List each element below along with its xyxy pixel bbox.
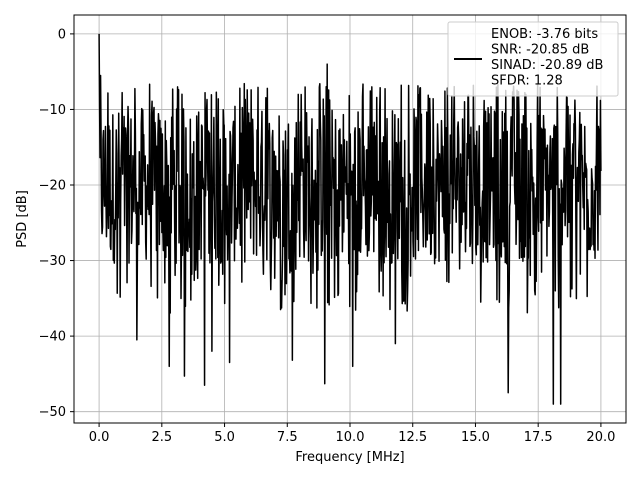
x-tick-label: 7.5 [277,430,298,445]
x-tick-label: 17.5 [524,430,553,445]
legend: ENOB: -3.76 bits SNR: -20.85 dB SINAD: -… [447,21,619,97]
x-tick-label: 12.5 [398,430,427,445]
y-tick-label: −20 [39,179,66,194]
legend-line-sinad: SINAD: -20.89 dB [491,58,603,73]
series-lines [98,33,602,405]
x-tick-label: 20.0 [586,430,615,445]
x-axis-label: Frequency [MHz] [295,450,404,465]
x-tick-label: 2.5 [151,430,172,445]
legend-line-sfdr: SFDR: 1.28 [491,74,563,89]
y-tick-label: −40 [39,330,66,345]
y-tick-label: 0 [58,27,66,42]
y-tick-label: −30 [39,254,66,269]
legend-line-snr: SNR: -20.85 dB [491,43,589,58]
legend-box [447,21,619,97]
psd-series-line [98,33,602,405]
x-tick-label: 5.0 [214,430,235,445]
x-tick-label: 0.0 [89,430,110,445]
y-tick-label: −10 [39,103,66,118]
x-tick-label: 15.0 [461,430,490,445]
y-axis-label: PSD [dB] [15,190,30,248]
x-axis-ticks: 0.0 2.5 5.0 7.5 10.0 12.5 15.0 17.5 20.0 [89,423,615,445]
y-axis-ticks: 0 −10 −20 −30 −40 −50 [39,27,74,420]
y-tick-label: −50 [39,405,66,420]
x-tick-label: 10.0 [336,430,365,445]
legend-line-enob: ENOB: -3.76 bits [491,27,598,42]
